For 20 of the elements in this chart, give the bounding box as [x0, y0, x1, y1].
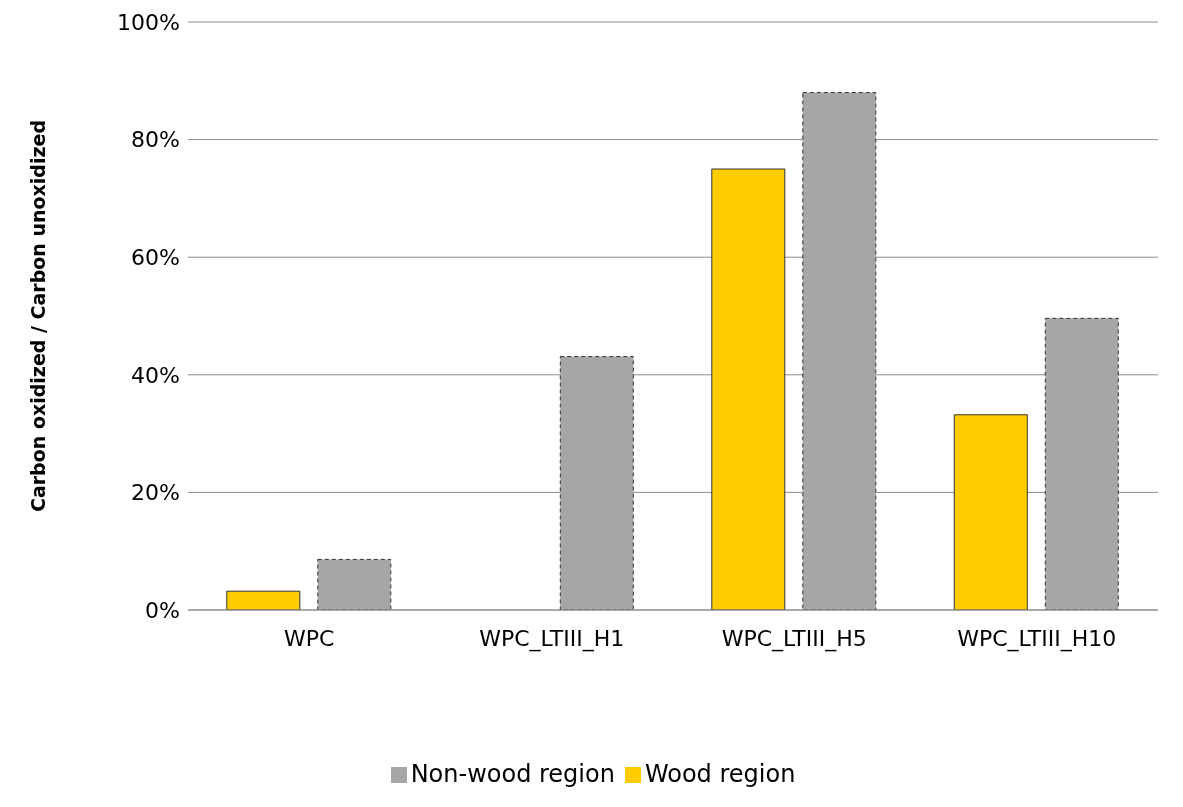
- y-tick-label: 0%: [145, 597, 180, 623]
- y-tick-label: 40%: [131, 362, 180, 388]
- bar: [802, 92, 877, 610]
- bar: [226, 590, 301, 610]
- y-tick-label: 80%: [131, 127, 180, 153]
- x-tick-label: WPC_LTIII_H1: [479, 625, 625, 652]
- y-tick-label: 100%: [117, 9, 180, 35]
- legend-label: Non-wood region: [410, 760, 615, 788]
- bar: [953, 414, 1028, 610]
- x-tick-label: WPC_LTIII_H10: [957, 625, 1117, 652]
- bar: [711, 168, 786, 610]
- bar: [317, 558, 392, 610]
- x-tick-label: WPC_LTIII_H5: [721, 625, 867, 652]
- x-tick-label: WPC: [284, 625, 335, 651]
- y-axis-title: Carbon oxidized / Carbon unoxidized: [26, 119, 49, 513]
- bar: [559, 356, 634, 610]
- bar: [1044, 317, 1119, 610]
- y-tick-label: 60%: [131, 245, 180, 271]
- legend-label: Wood region: [644, 760, 796, 788]
- y-tick-label: 20%: [131, 480, 180, 506]
